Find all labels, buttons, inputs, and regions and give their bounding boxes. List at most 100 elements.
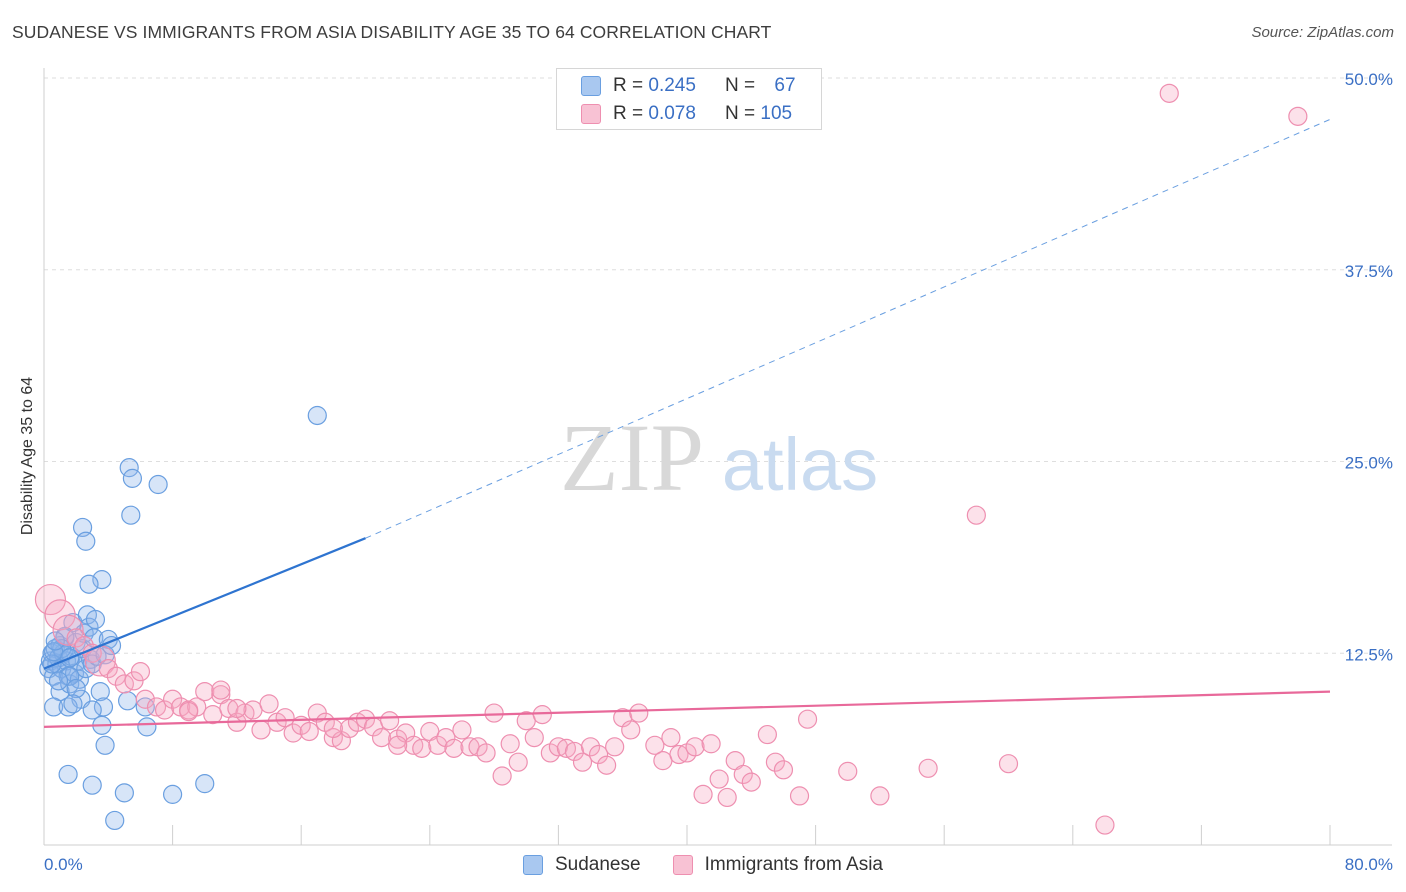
y-axis-tick-labels: 12.5% 25.0% 37.5% 50.0% [1345, 70, 1393, 664]
point-asia [476, 743, 496, 763]
point-sudanese [95, 735, 115, 755]
point-asia [163, 689, 183, 709]
point-asia [789, 786, 810, 806]
legend-label-asia: Immigrants from Asia [704, 854, 883, 875]
stats-legend: R = 0.245 N = 67 R = 0.078 N = 105 [556, 68, 822, 130]
point-asia [870, 786, 890, 806]
point-asia [130, 662, 151, 682]
point-sudanese [137, 717, 157, 737]
legend-item-asia[interactable]: Immigrants from Asia [672, 854, 883, 876]
point-sudanese [66, 678, 86, 699]
point-sudanese [45, 631, 65, 651]
point-sudanese [195, 774, 215, 794]
point-asia [572, 752, 593, 772]
point-asia [918, 758, 938, 778]
trend-line-asia [43, 690, 1331, 728]
point-asia [484, 703, 504, 723]
point-asia [243, 700, 263, 720]
point-sudanese [42, 654, 62, 674]
point-asia [998, 754, 1019, 774]
r-value: 0.078 [648, 103, 696, 124]
point-sudanese [85, 609, 106, 630]
stats-legend-row-asia: R = 0.078 N = 105 [581, 101, 792, 127]
point-asia [1159, 83, 1179, 103]
point-asia [773, 760, 794, 780]
point-asia [797, 709, 818, 729]
x-tick-label: 0.0% [44, 855, 83, 874]
point-sudanese [63, 694, 83, 714]
x-tick-label: 80.0% [1345, 855, 1393, 874]
watermark-zip: ZIP [560, 404, 704, 511]
y-tick-label: 25.0% [1345, 454, 1393, 473]
point-sudanese [79, 617, 99, 637]
point-sudanese [148, 474, 168, 495]
point-asia [669, 744, 689, 765]
point-asia [500, 734, 520, 754]
point-sudanese [122, 468, 143, 488]
r-value: 0.245 [648, 75, 696, 96]
n-value: 67 [774, 75, 796, 96]
point-asia [179, 701, 199, 722]
point-asia [299, 721, 319, 742]
y-axis-label: Disability Age 35 to 64 [19, 376, 36, 536]
point-sudanese [79, 574, 99, 594]
legend-label-sudanese: Sudanese [554, 854, 641, 875]
chart-source: Source: ZipAtlas.com [1251, 24, 1394, 41]
point-sudanese [82, 775, 102, 795]
point-asia [588, 744, 609, 765]
point-sudanese [307, 405, 327, 426]
data-points [34, 83, 1308, 835]
point-asia [709, 769, 729, 789]
point-asia [524, 728, 544, 748]
point-sudanese [58, 764, 78, 785]
r-label: R = [613, 75, 649, 96]
point-asia [452, 720, 472, 740]
point-asia [380, 711, 400, 731]
point-sudanese [121, 505, 141, 525]
watermark: ZIP atlas [560, 404, 878, 511]
legend-swatch-asia [672, 855, 693, 875]
r-label: R = [613, 103, 649, 124]
n-value: 105 [760, 103, 793, 124]
legend-swatch-asia [581, 104, 601, 124]
legend-item-sudanese[interactable]: Sudanese [522, 854, 641, 876]
point-sudanese [163, 784, 183, 804]
point-asia [508, 752, 528, 772]
point-asia [621, 720, 641, 740]
chart-title: SUDANESE VS IMMIGRANTS FROM ASIA DISABIL… [12, 22, 772, 42]
point-asia [106, 666, 126, 686]
point-asia [605, 737, 625, 757]
point-asia [733, 764, 753, 785]
point-asia [717, 787, 737, 808]
point-asia [195, 681, 215, 702]
point-sudanese [117, 691, 138, 711]
point-asia [154, 700, 175, 720]
point-asia [428, 735, 448, 755]
point-asia [275, 708, 295, 728]
point-asia [211, 680, 231, 700]
point-asia [444, 738, 464, 758]
point-asia [251, 720, 271, 740]
trend-line-sudanese [43, 537, 366, 670]
point-asia [757, 724, 777, 745]
watermark-atlas: atlas [722, 423, 878, 506]
point-asia [323, 718, 343, 739]
point-asia [838, 761, 858, 781]
point-asia [227, 698, 247, 719]
point-asia [436, 728, 456, 748]
point-asia [645, 735, 665, 755]
x-axis-ticks [172, 825, 1331, 845]
point-sudanese [92, 570, 112, 590]
point-sudanese [48, 671, 69, 691]
point-asia [597, 755, 617, 775]
point-asia [661, 728, 681, 748]
point-asia [629, 703, 649, 723]
legend-swatch-sudanese [581, 76, 601, 96]
point-asia [135, 689, 155, 709]
point-sudanese [90, 681, 110, 702]
point-asia [580, 737, 601, 757]
n-label: N = [725, 103, 761, 124]
point-asia [44, 599, 76, 631]
x-axis-tick-labels: 0.0% 80.0% [44, 855, 1393, 874]
point-sudanese [44, 697, 64, 717]
